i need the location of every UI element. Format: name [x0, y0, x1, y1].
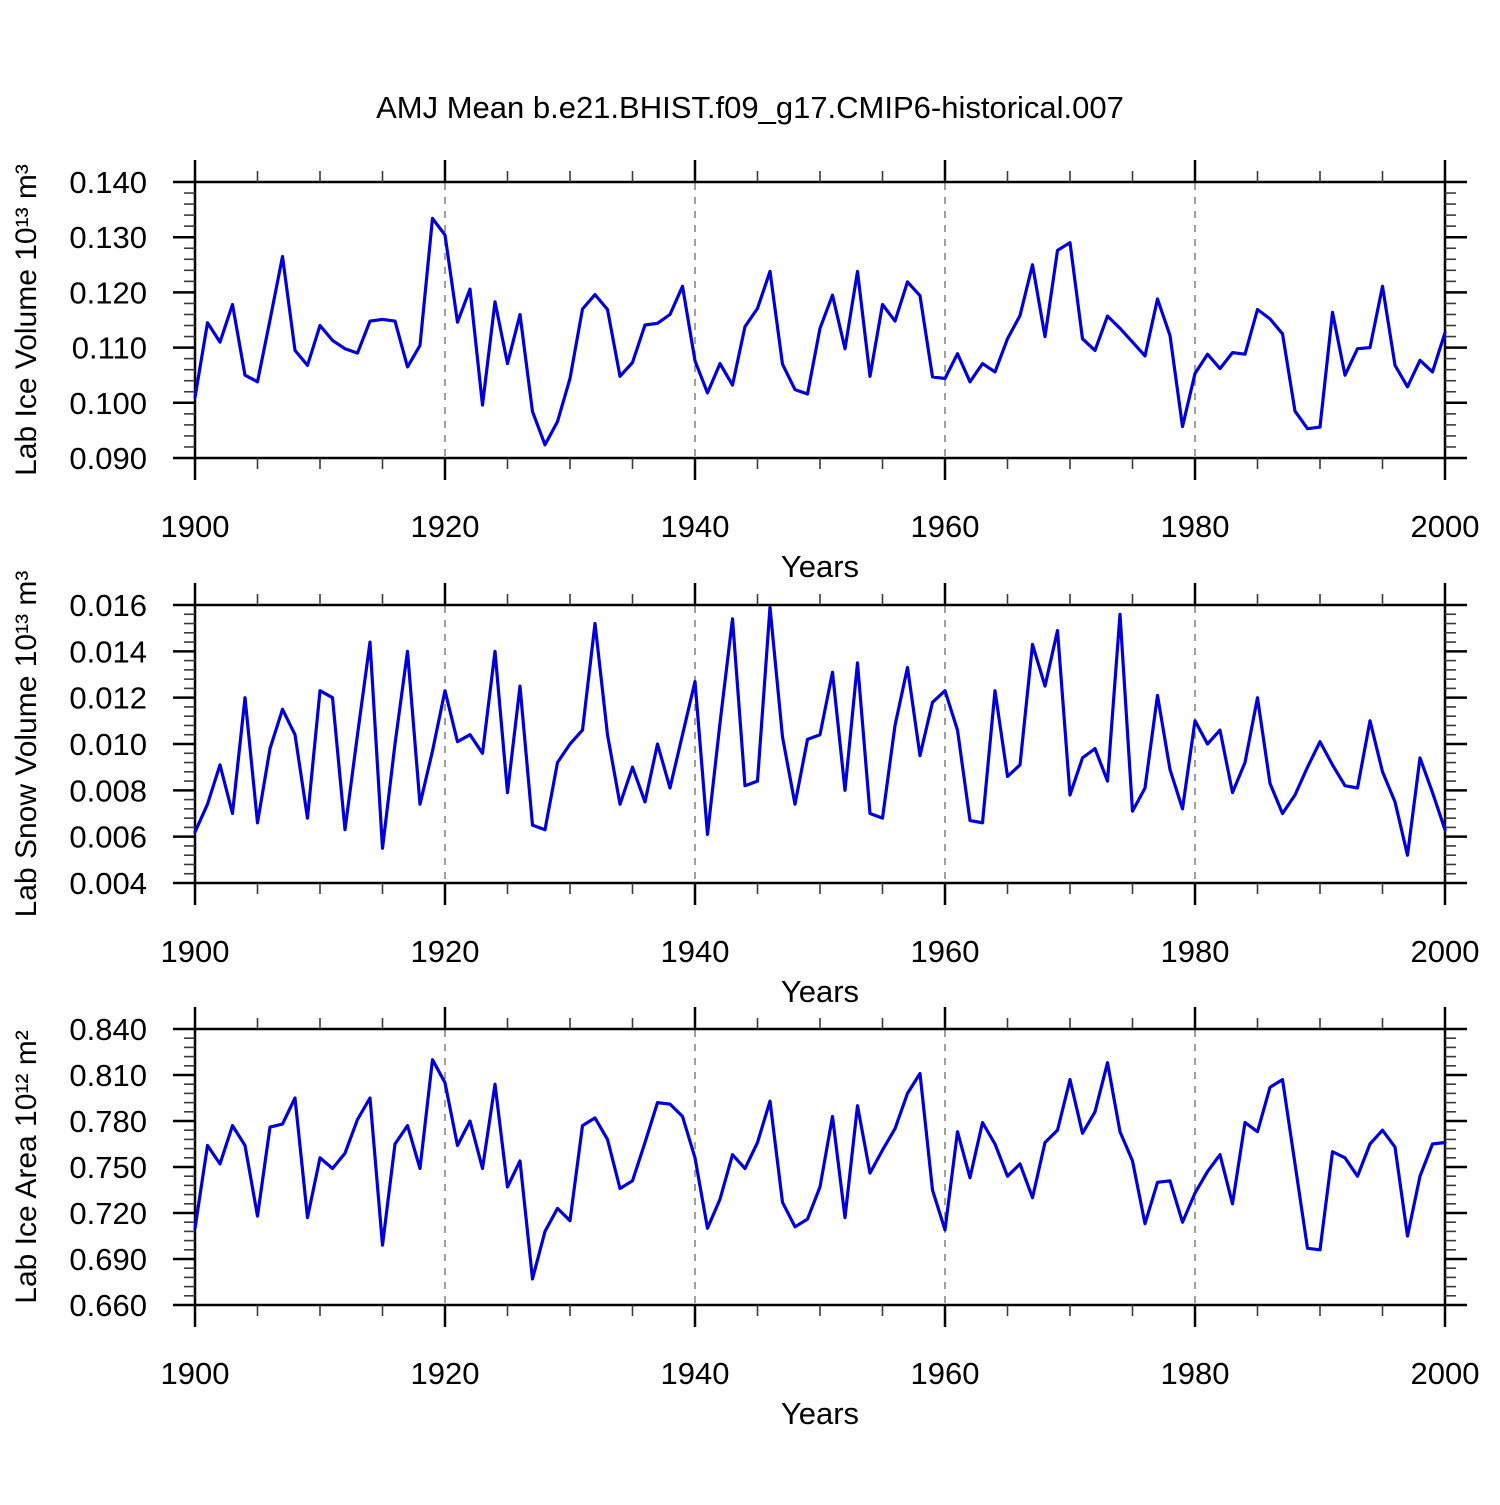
x-tick-label: 2000 [1411, 1356, 1480, 1391]
panel-lab-ice-area: 0.660 0.690 0.720 0.750 0.780 0.810 0.840 1900 1… [10, 1007, 1479, 1431]
x-tick-label: 1940 [661, 1356, 730, 1391]
x-tick-label: 1980 [1161, 934, 1230, 969]
y-tick-label: 0.750 [69, 1150, 147, 1185]
y-tick-label: 0.780 [69, 1104, 147, 1139]
y-tick-label: 0.004 [69, 866, 147, 901]
y-tick-label: 0.090 [69, 441, 147, 476]
x-tick-label: 2000 [1411, 934, 1480, 969]
x-axis-title: Years [781, 549, 859, 584]
y-tick-label: 0.006 [69, 820, 147, 855]
x-tick-label: 1980 [1161, 509, 1230, 544]
y-tick-label: 0.100 [69, 386, 147, 421]
x-axis-title: Years [781, 974, 859, 1009]
x-tick-label: 1900 [161, 509, 230, 544]
y-tick-label: 0.690 [69, 1242, 147, 1277]
y-axis-title: Lab Ice Area 10¹² m² [10, 1030, 43, 1303]
y-tick-label: 0.014 [69, 634, 147, 669]
data-series-line [193, 605, 1447, 857]
x-tick-label: 1900 [161, 1356, 230, 1391]
y-axis-title: Lab Snow Volume 10¹³ m³ [10, 571, 43, 918]
y-axis-title: Lab Ice Volume 10¹³ m³ [10, 164, 43, 476]
x-tick-label: 1940 [661, 934, 730, 969]
x-tick-label: 1940 [661, 509, 730, 544]
panel-lab-ice-volume: 0.090 0.100 0.110 0.120 0.130 0.140 1900 1920 19… [10, 160, 1479, 584]
x-tick-label: 1900 [161, 934, 230, 969]
plot-frame [193, 1027, 1447, 1307]
y-tick-label: 0.008 [69, 773, 147, 808]
y-tick-label: 0.012 [69, 681, 147, 716]
y-tick-label: 0.840 [69, 1012, 147, 1047]
x-tick-label: 1960 [911, 934, 980, 969]
x-tick-label: 1960 [911, 509, 980, 544]
y-tick-label: 0.660 [69, 1288, 147, 1323]
x-tick-label: 1920 [411, 1356, 480, 1391]
y-tick-label: 0.010 [69, 727, 147, 762]
data-series-line [193, 216, 1447, 447]
x-tick-label: 1920 [411, 509, 480, 544]
y-tick-label: 0.120 [69, 275, 147, 310]
x-tick-label: 1920 [411, 934, 480, 969]
x-tick-label: 1980 [1161, 1356, 1230, 1391]
data-series-line [193, 1058, 1447, 1281]
x-axis-title: Years [781, 1396, 859, 1431]
y-tick-label: 0.016 [69, 588, 147, 623]
panel-lab-snow-volume: 0.004 0.006 0.008 0.010 0.012 0.014 0.016 1900 1… [10, 571, 1479, 1009]
y-tick-label: 0.130 [69, 220, 147, 255]
y-tick-label: 0.110 [72, 331, 147, 366]
y-tick-label: 0.810 [69, 1058, 147, 1093]
x-tick-label: 1960 [911, 1356, 980, 1391]
y-tick-label: 0.720 [69, 1196, 147, 1231]
figure-title: AMJ Mean b.e21.BHIST.f09_g17.CMIP6-histo… [376, 90, 1124, 125]
x-tick-label: 2000 [1411, 509, 1480, 544]
y-tick-label: 0.140 [69, 165, 147, 200]
